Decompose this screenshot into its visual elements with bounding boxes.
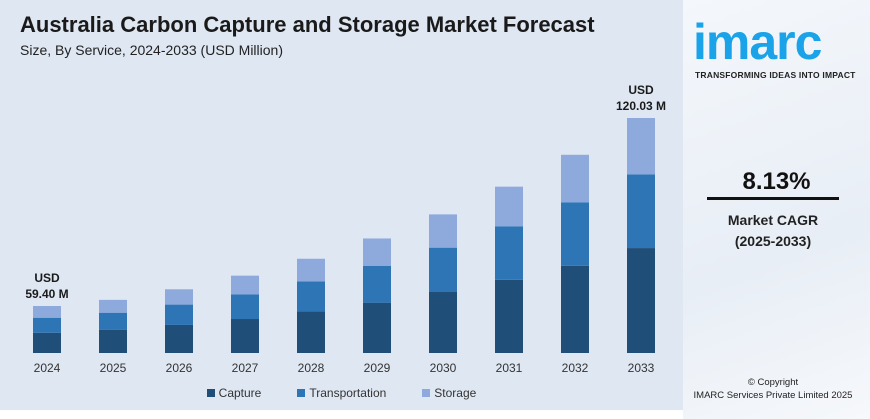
bar-transportation-2032	[561, 202, 589, 266]
copyright: © Copyright IMARC Services Private Limit…	[683, 376, 863, 402]
bar-storage-2032	[561, 154, 589, 203]
cagr-label-text: Market CAGR	[727, 212, 819, 228]
bar-transportation-2033	[627, 174, 655, 249]
x-tick-label: 2025	[100, 361, 127, 375]
bar-transportation-2028	[297, 281, 325, 312]
cagr-period: (2025-2033)	[734, 233, 812, 249]
bar-capture-2025	[99, 329, 127, 353]
chart-panel: Australia Carbon Capture and Storage Mar…	[0, 0, 683, 410]
chart-subtitle: Size, By Service, 2024-2033 (USD Million…	[20, 42, 283, 58]
bar-storage-2027	[231, 275, 259, 295]
copyright-label: © Copyright	[747, 377, 799, 388]
x-tick-label: 2030	[430, 361, 457, 375]
data-label-value: 59.40 M	[25, 287, 68, 301]
bar-capture-2024	[33, 332, 61, 353]
bar-capture-2033	[627, 248, 655, 353]
bar-storage-2030	[429, 214, 457, 248]
cagr-value: 8.13%	[742, 168, 811, 195]
bar-capture-2027	[231, 319, 259, 353]
x-tick-label: 2024	[34, 361, 61, 375]
bar-storage-2025	[99, 299, 127, 313]
legend-swatch	[206, 389, 215, 397]
bar-capture-2030	[429, 292, 457, 353]
imarc-logo: imarc	[693, 14, 822, 70]
bar-transportation-2030	[429, 247, 457, 293]
bar-capture-2029	[363, 302, 391, 353]
bar-transportation-2026	[165, 304, 193, 325]
legend-label: Transportation	[309, 386, 387, 400]
bar-transportation-2029	[363, 265, 391, 303]
x-tick-label: 2033	[628, 361, 655, 375]
x-tick-label: 2027	[232, 361, 259, 375]
logo-tagline: TRANSFORMING IDEAS INTO IMPACT	[695, 70, 856, 80]
side-panel: imarc TRANSFORMING IDEAS INTO IMPACT 8.1…	[683, 0, 870, 419]
cagr-divider	[707, 197, 839, 200]
data-label-value: 120.03 M	[616, 99, 666, 113]
bar-capture-2032	[561, 265, 589, 353]
legend-item-storage: Storage	[422, 386, 476, 400]
legend-item-transportation: Transportation	[297, 386, 386, 400]
data-label-currency: USD	[628, 83, 654, 97]
copyright-company: IMARC Services Private Limited 2025	[693, 390, 853, 401]
data-label-currency: USD	[34, 271, 60, 285]
bar-storage-2024	[33, 306, 61, 318]
bar-storage-2033	[627, 118, 655, 175]
legend-item-capture: Capture	[206, 386, 262, 400]
bar-transportation-2027	[231, 294, 259, 320]
bar-capture-2031	[495, 279, 523, 353]
chart-title: Australia Carbon Capture and Storage Mar…	[20, 12, 595, 37]
legend-label: Storage	[434, 386, 477, 400]
x-tick-label: 2031	[496, 361, 523, 375]
legend-swatch	[422, 389, 431, 397]
bar-storage-2029	[363, 238, 391, 266]
bar-transportation-2024	[33, 317, 61, 333]
bar-transportation-2025	[99, 312, 127, 330]
cagr-label: Market CAGR (2025-2033)	[683, 210, 863, 252]
x-tick-label: 2028	[298, 361, 325, 375]
x-tick-label: 2026	[166, 361, 193, 375]
x-tick-label: 2032	[562, 361, 589, 375]
bar-capture-2026	[165, 324, 193, 353]
bar-transportation-2031	[495, 226, 523, 280]
stacked-bar-chart: 2024 USD 59.40 M 2025 2026 2027 2028 2029 2030 20…	[25, 83, 666, 375]
x-tick-label: 2029	[364, 361, 391, 375]
bar-storage-2026	[165, 289, 193, 305]
bar-capture-2028	[297, 311, 325, 353]
legend-swatch	[297, 389, 306, 397]
legend-label: Capture	[218, 386, 262, 400]
bar-storage-2028	[297, 258, 325, 282]
bar-storage-2031	[495, 186, 523, 227]
legend: Capture Transportation Storage	[0, 386, 683, 400]
